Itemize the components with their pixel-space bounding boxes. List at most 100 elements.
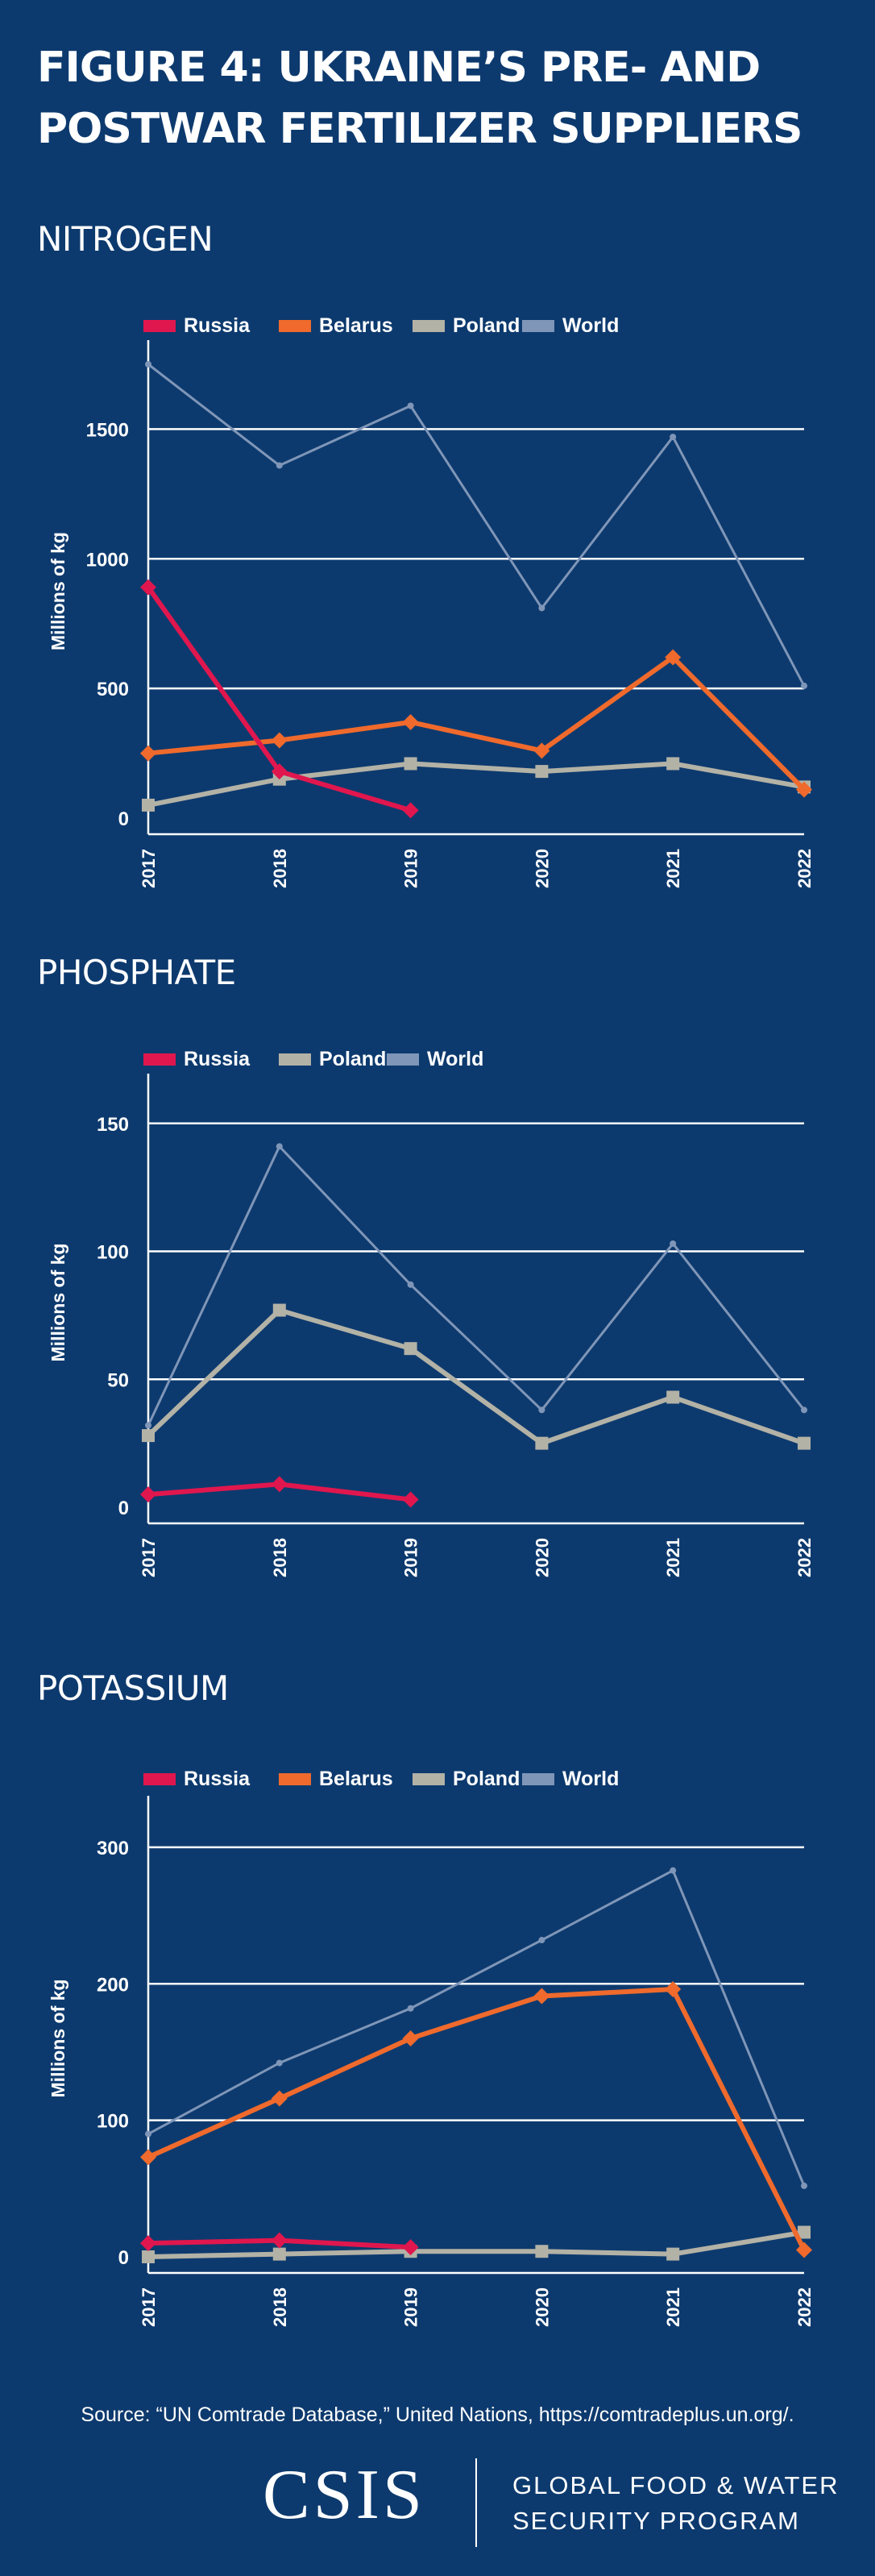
potassium-point-belarus (796, 2242, 812, 2258)
potassium-x-tick-label: 2022 (794, 2287, 815, 2327)
phosphate-line-world (147, 1144, 806, 1427)
nitrogen-x-tick-label: 2022 (794, 849, 815, 888)
phosphate-point-world (407, 1281, 414, 1288)
potassium-legend: Russia Belarus Poland World (143, 1768, 619, 1790)
potassium-point-poland (666, 2247, 680, 2261)
potassium-point-world (801, 2182, 807, 2189)
potassium-point-world (538, 1937, 545, 1944)
phosphate-point-poland (666, 1390, 680, 1404)
phosphate-x-tick-label: 2018 (270, 1538, 290, 1577)
csis-logo: CSIS (263, 2456, 425, 2534)
phosphate-y-tick-label: 0 (118, 1498, 129, 1519)
potassium-point-belarus (533, 1988, 550, 2005)
phosphate-point-russia (140, 1486, 156, 1503)
potassium-legend-label-russia: Russia (184, 1768, 251, 1790)
nitrogen-legend-label-belarus: Belarus (319, 314, 393, 337)
phosphate-legend-label-world: World (427, 1048, 483, 1070)
phosphate-y-tick-label: 50 (107, 1369, 129, 1391)
phosphate-x-tick-label: 2022 (794, 1538, 815, 1577)
nitrogen-line-world (147, 363, 806, 687)
phosphate-y-tick-label: 100 (97, 1242, 129, 1264)
phosphate-legend-label-russia: Russia (184, 1048, 251, 1070)
potassium-legend-label-world: World (562, 1768, 619, 1790)
phosphate-point-world (145, 1422, 151, 1429)
phosphate-point-poland (798, 1436, 811, 1450)
phosphate-point-poland (404, 1342, 417, 1356)
potassium-point-poland (142, 2250, 155, 2263)
potassium-point-belarus (402, 2030, 419, 2046)
potassium-x-tick-label: 2021 (663, 2287, 683, 2327)
nitrogen-legend: Russia Belarus Poland World (143, 314, 619, 337)
nitrogen-point-world (538, 605, 545, 612)
nitrogen-point-world (145, 361, 151, 368)
program-name: GLOBAL FOOD & WATER SECURITY PROGRAM (512, 2468, 867, 2539)
potassium-point-world (670, 1867, 677, 1874)
nitrogen-point-world (407, 402, 414, 409)
program-name-line-1: GLOBAL FOOD & WATER (512, 2471, 840, 2499)
nitrogen-x-tick-label: 2018 (270, 849, 290, 888)
phosphate-chart: Russia Poland World 0 50 100 150 2017 2018 2019 20… (48, 1048, 815, 1577)
nitrogen-point-poland (666, 757, 680, 771)
phosphate-x-tick-label: 2020 (532, 1538, 552, 1577)
phosphate-panel-title: PHOSPHATE (37, 953, 236, 992)
potassium-point-world (407, 2005, 414, 2012)
figure-title: FIGURE 4: UKRAINE’S PRE- AND POSTWAR FER… (37, 44, 802, 153)
phosphate-y-axis-label: Millions of kg (48, 1244, 68, 1362)
potassium-legend-swatch-poland (413, 1773, 445, 1785)
potassium-point-russia (140, 2235, 156, 2252)
potassium-x-tick-label: 2020 (532, 2287, 552, 2327)
footer-divider (475, 2458, 477, 2547)
nitrogen-legend-swatch-world (522, 320, 554, 332)
phosphate-point-poland (272, 1303, 286, 1317)
potassium-chart: Russia Belarus Poland World 0 100 200 300 2017 20… (48, 1768, 815, 2327)
nitrogen-y-tick-label: 500 (97, 679, 129, 700)
nitrogen-point-world (801, 682, 807, 689)
potassium-line-poland (147, 2229, 805, 2259)
nitrogen-point-belarus (533, 742, 550, 759)
potassium-legend-swatch-world (522, 1773, 554, 1785)
phosphate-point-poland (535, 1436, 549, 1450)
phosphate-legend-swatch-russia (143, 1053, 176, 1066)
nitrogen-panel-title: NITROGEN (37, 219, 214, 259)
nitrogen-legend-label-russia: Russia (184, 314, 251, 337)
potassium-point-russia (402, 2239, 419, 2256)
phosphate-point-world (276, 1143, 283, 1150)
potassium-point-belarus (271, 2090, 288, 2107)
nitrogen-legend-swatch-russia (143, 320, 176, 332)
potassium-line-world (147, 1868, 806, 2187)
phosphate-legend: Russia Poland World (143, 1048, 483, 1070)
nitrogen-legend-swatch-belarus (279, 320, 311, 332)
phosphate-point-world (670, 1240, 677, 1247)
nitrogen-y-axis-label: Millions of kg (48, 532, 68, 650)
phosphate-x-tick-label: 2019 (401, 1538, 421, 1577)
potassium-point-poland (272, 2247, 286, 2261)
phosphate-legend-label-poland: Poland (319, 1048, 386, 1070)
phosphate-legend-swatch-world (387, 1053, 419, 1066)
nitrogen-x-tick-label: 2020 (532, 849, 552, 888)
nitrogen-point-russia (402, 802, 419, 819)
nitrogen-point-russia (140, 579, 156, 596)
phosphate-line-poland (146, 1307, 805, 1446)
nitrogen-point-poland (404, 757, 417, 771)
phosphate-x-tick-label: 2017 (139, 1538, 159, 1577)
nitrogen-y-tick-label: 0 (118, 808, 129, 830)
nitrogen-legend-swatch-poland (413, 320, 445, 332)
potassium-y-tick-label: 200 (97, 1974, 129, 1996)
potassium-point-poland (798, 2225, 811, 2239)
phosphate-x-tick-label: 2021 (663, 1538, 683, 1577)
nitrogen-point-poland (142, 798, 155, 812)
potassium-point-world (276, 2059, 283, 2067)
potassium-y-tick-label: 0 (118, 2247, 129, 2269)
nitrogen-point-belarus (665, 649, 682, 666)
potassium-y-tick-label: 300 (97, 1838, 129, 1859)
nitrogen-point-world (276, 462, 283, 469)
phosphate-point-world (801, 1406, 807, 1414)
potassium-point-russia (271, 2232, 288, 2249)
phosphate-point-russia (402, 1491, 419, 1508)
nitrogen-point-belarus (140, 745, 156, 762)
nitrogen-point-belarus (271, 732, 288, 749)
potassium-point-belarus (665, 1981, 682, 1998)
nitrogen-point-russia (271, 763, 288, 780)
potassium-point-belarus (140, 2149, 156, 2166)
nitrogen-chart: Russia Belarus Poland World 0 500 1000 1500 2017… (48, 314, 815, 888)
